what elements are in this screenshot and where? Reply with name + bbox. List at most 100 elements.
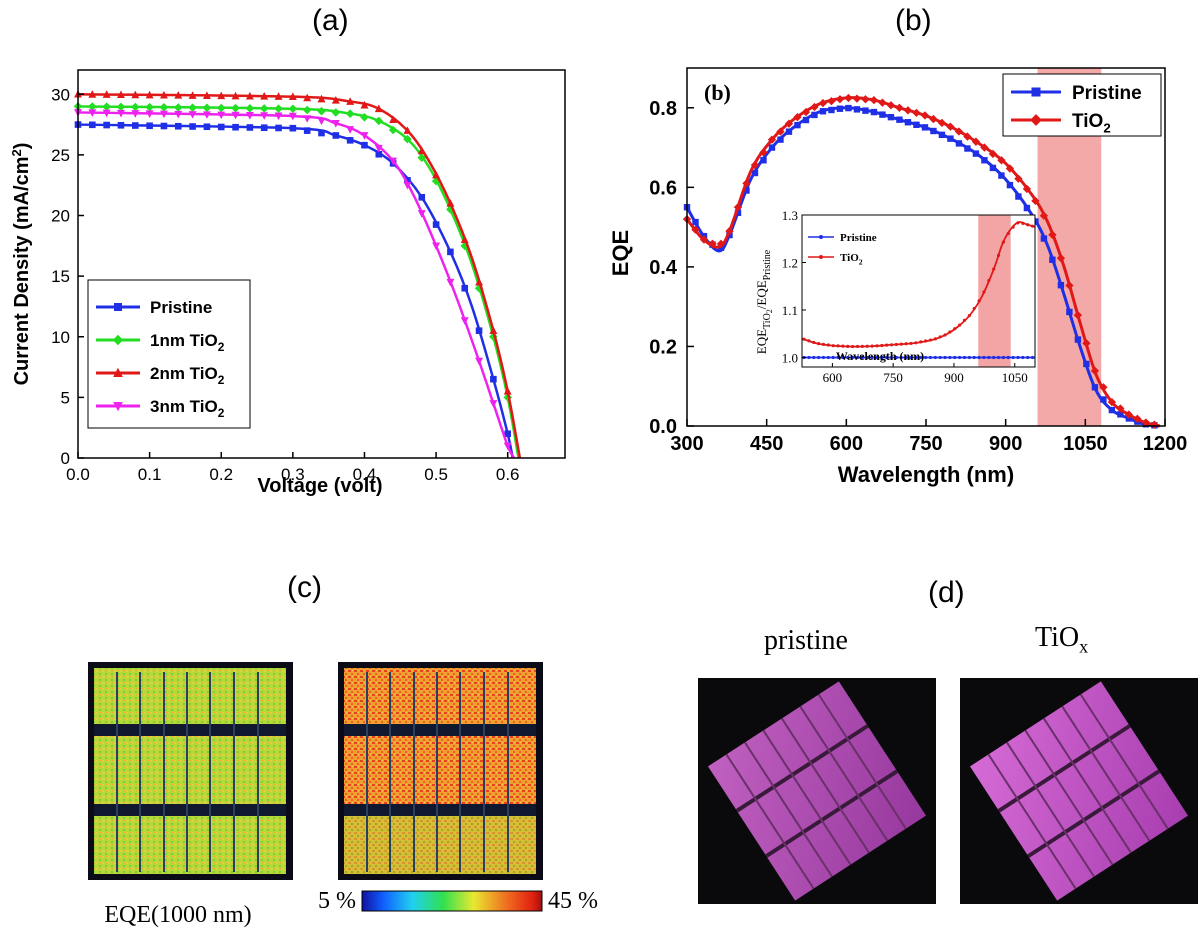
chart-b-data-point: [870, 108, 878, 116]
chart-b-data-point: [801, 107, 811, 117]
chart-b-data-point: [1091, 384, 1099, 391]
chart-a-data-point: [374, 104, 383, 113]
chart-b-inner-title: (b): [704, 80, 731, 105]
chart-b-xtick-label: 1200: [1143, 433, 1188, 455]
chart-b-data-point: [955, 140, 963, 147]
chart-b-data-point: [777, 136, 784, 143]
chart-b-ylabel: EQE: [608, 230, 633, 276]
inset-data-point: [865, 355, 869, 360]
inset-data-point: [958, 355, 962, 360]
chart-b-data-point: [811, 111, 818, 119]
inset-data-point: [870, 344, 874, 348]
chart-a-data-point: [202, 111, 211, 119]
chart-a-data-point: [189, 123, 196, 130]
chart-b-data-point: [1065, 281, 1074, 290]
inset-data-point: [962, 318, 967, 322]
chart-a-xtick-label: 0.1: [138, 465, 162, 484]
inset-data-point: [914, 355, 918, 360]
inset-data-point: [919, 355, 923, 360]
chart-b-data-point: [768, 144, 776, 151]
chart-a-data-point: [389, 115, 398, 124]
chart-a-ytick-label: 10: [51, 328, 70, 347]
legend-marker: [1031, 87, 1041, 97]
chart-a-data-point: [117, 121, 125, 129]
chart-b-data-point: [1074, 336, 1082, 343]
chart-b-data-point: [862, 107, 869, 114]
chart-b-data-point: [896, 116, 903, 123]
chart-a-ytick-label: 5: [61, 388, 70, 407]
chart-b-xtick-label: 1050: [1063, 433, 1108, 455]
chart-a-data-point: [202, 91, 211, 100]
panel-label-d: (d): [928, 576, 965, 609]
chart-b-ytick-label: 0.4: [649, 257, 678, 279]
chart-b-data-point: [972, 150, 980, 157]
chart-a-data-point: [374, 144, 383, 153]
chart-a-data-point: [232, 123, 239, 131]
chart-a-data-point: [203, 123, 211, 131]
inset-data-point: [889, 343, 894, 347]
chart-b-data-point: [930, 127, 937, 135]
chart-a-data-point: [245, 112, 254, 120]
chart-a-data-point: [432, 170, 441, 179]
inset-data-point: [831, 344, 835, 348]
chart-a-data-point: [131, 122, 139, 129]
inset-data-point: [982, 290, 986, 294]
chart-a-data-point: [418, 194, 426, 201]
inset-data-point: [948, 330, 952, 334]
chart-a-data-point: [145, 110, 154, 118]
chart-a-data-point: [245, 104, 255, 113]
inset-data-point: [807, 339, 811, 343]
inset-data-point: [899, 355, 903, 360]
chart-b-data-point: [947, 135, 954, 142]
el-label-tiox: TiOx: [1035, 622, 1089, 657]
chart-a-data-point: [131, 102, 140, 112]
chart-b-xtick-label: 300: [670, 433, 703, 455]
inset-data-point: [860, 355, 864, 360]
inset-ytick-label: 1.0: [782, 351, 798, 366]
inset-data-point: [992, 267, 996, 271]
chart-a-data-point: [246, 124, 254, 131]
chart-a-data-point: [245, 91, 254, 100]
chart-a-data-point: [202, 103, 212, 113]
chart-b-data-point: [998, 172, 1005, 179]
inset-data-point: [870, 355, 874, 360]
chart-b-data-point: [1005, 164, 1015, 173]
chart-b-data-point: [1117, 411, 1124, 418]
chart-b-data-point: [1049, 256, 1056, 263]
inset-data-point: [899, 342, 903, 346]
chart-a-xtick-label: 0.0: [66, 465, 90, 484]
chart-b-data-point: [886, 101, 896, 110]
chart-b-data-point: [904, 119, 912, 126]
panel-label-c: (c): [287, 571, 322, 604]
chart-b-data-point: [971, 137, 981, 146]
inset-data-point: [846, 344, 850, 348]
el-label-pristine: pristine: [764, 625, 848, 656]
chart-b-legend-label: TiO2: [1072, 111, 1111, 136]
chart-a-data-point: [88, 102, 97, 111]
inset-xtick-label: 600: [823, 370, 843, 385]
chart-a-data-point: [475, 277, 484, 286]
chart-a-data-point: [159, 90, 168, 99]
chart-a-data-point: [89, 121, 96, 129]
inset-data-point: [1006, 355, 1010, 360]
chart-a-data-point: [188, 111, 197, 119]
chart-b-data-point: [913, 121, 920, 129]
chart-a-data-point: [360, 132, 369, 140]
inset-data-point: [919, 340, 923, 344]
chart-a-data-point: [117, 90, 125, 99]
chart-b-data-point: [895, 103, 904, 112]
inset-data-point: [1016, 355, 1020, 360]
chart-a-data-point: [331, 108, 341, 117]
legend-marker: [113, 367, 123, 377]
el-images: [698, 678, 1198, 904]
inset-data-point: [967, 355, 971, 360]
inset-data-point: [1001, 355, 1005, 360]
chart-b-eqe: (b) 300 450 600 750 900 1050 1200 0.0 0.2 0.4 0.6…: [608, 67, 1188, 487]
chart-a-data-point: [188, 91, 197, 99]
chart-a-ytick-label: 15: [51, 267, 70, 286]
inset-data-point: [943, 333, 947, 337]
el-image-pristine: [698, 678, 936, 904]
colorbar: [361, 890, 543, 912]
inset-data-point: [880, 355, 884, 360]
inset-data-point: [977, 355, 981, 360]
